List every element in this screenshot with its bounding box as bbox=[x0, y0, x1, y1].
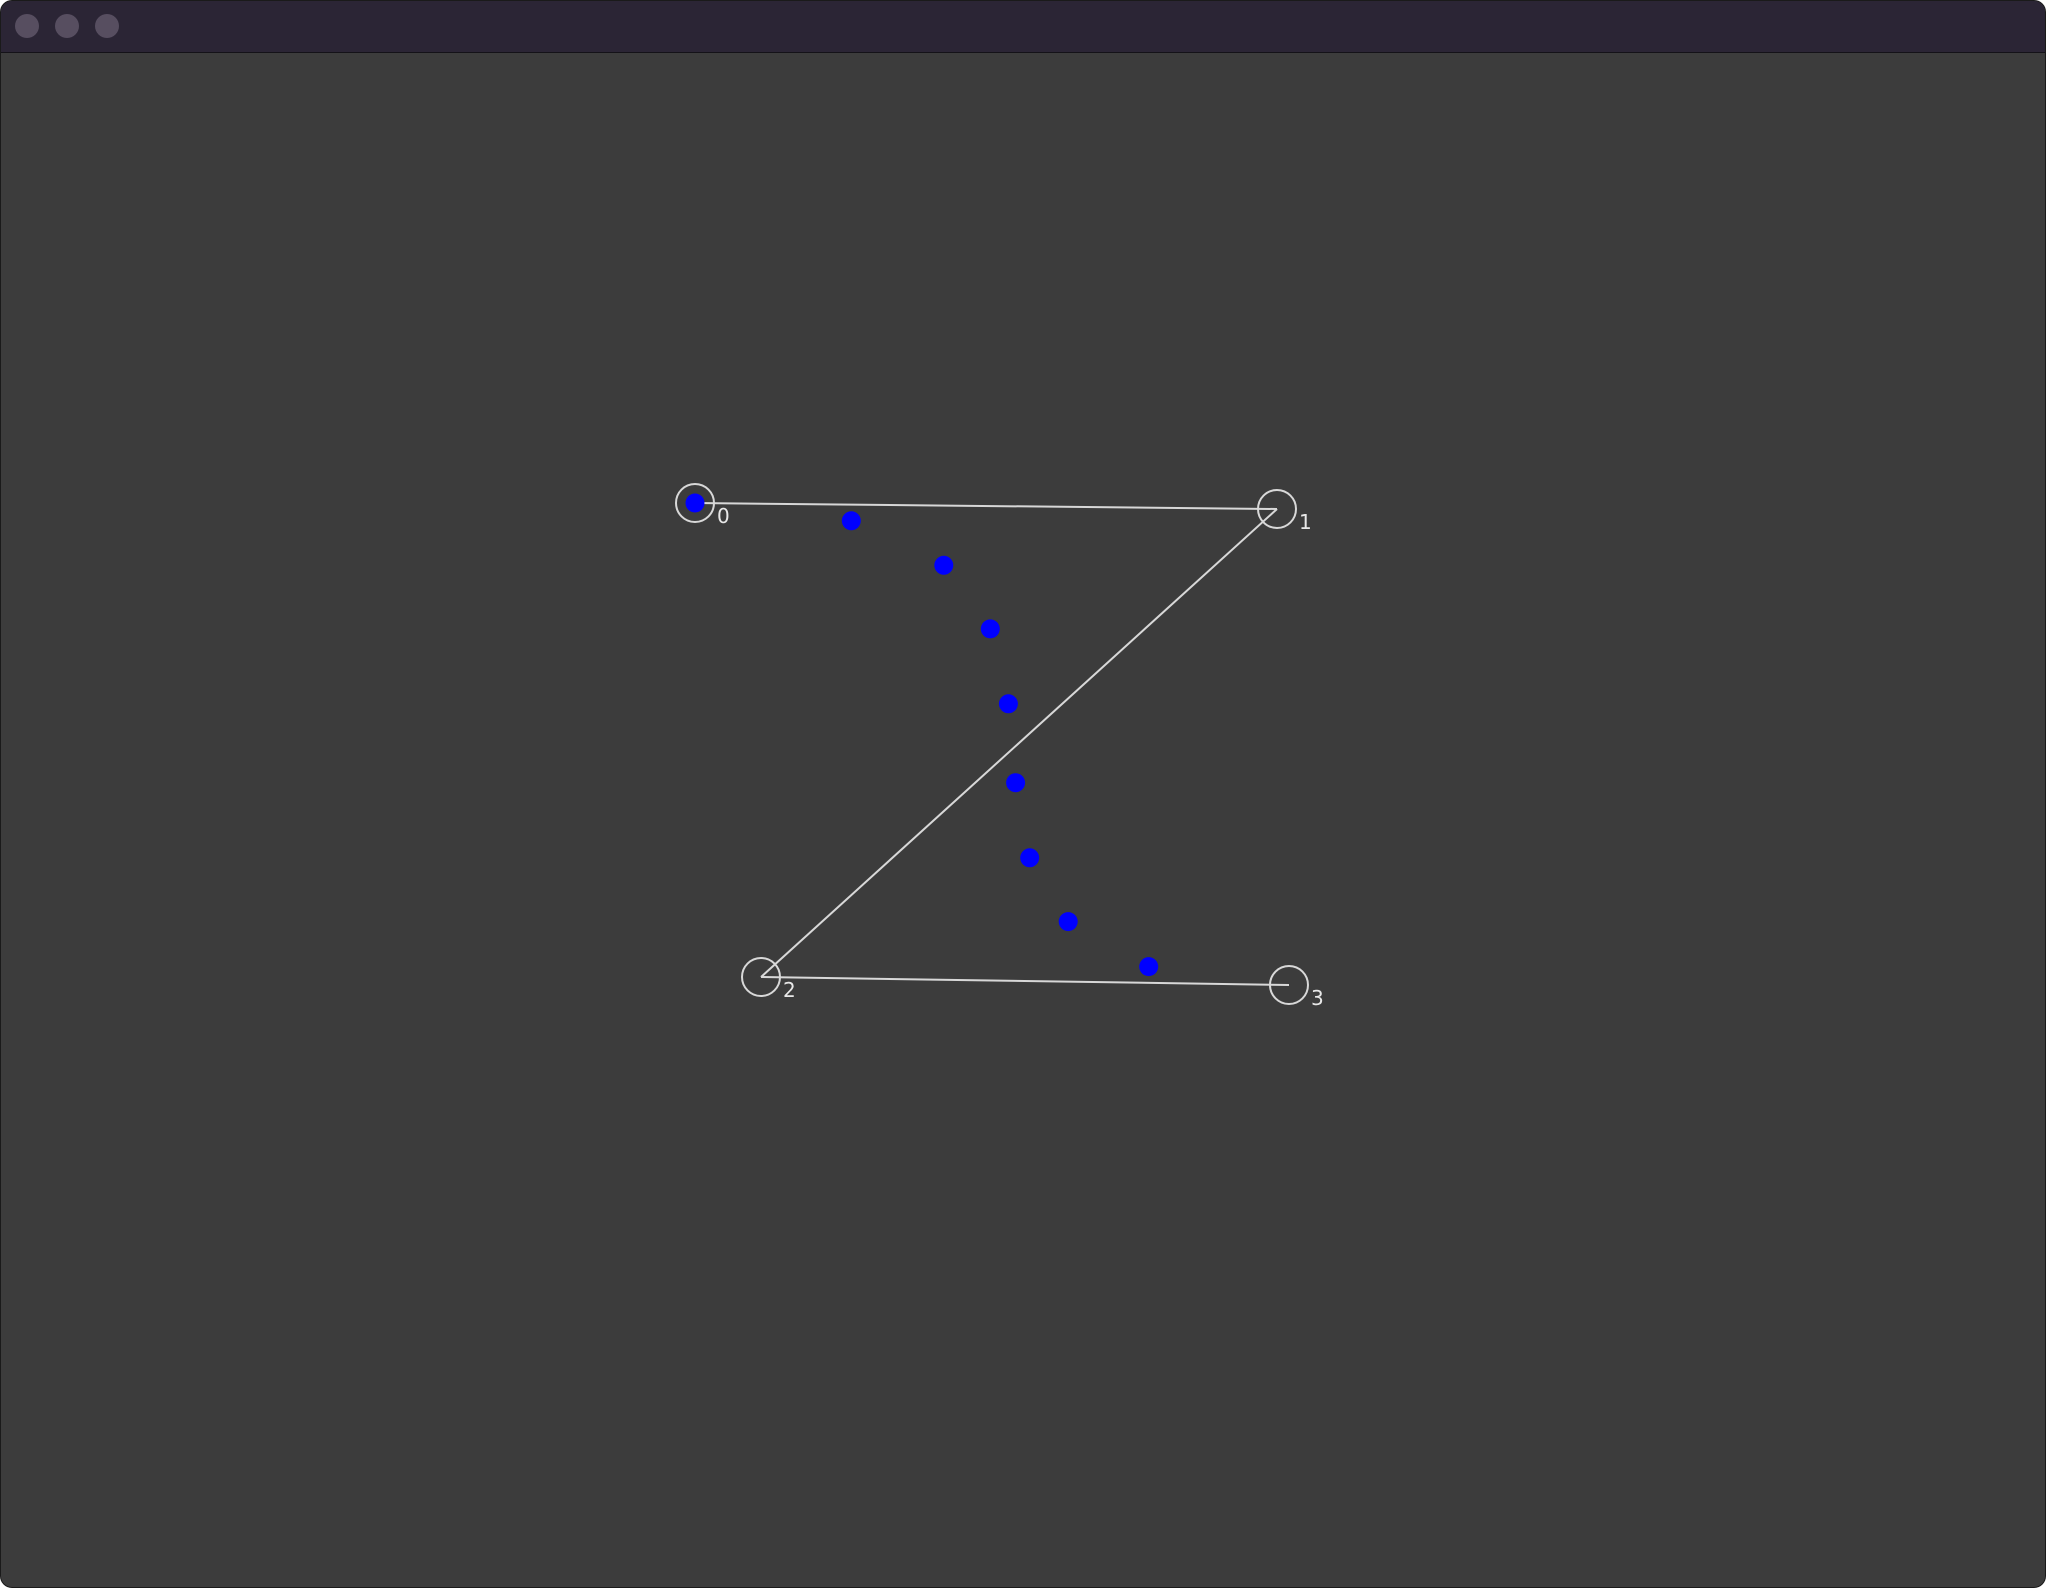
control-segment-2-3 bbox=[760, 976, 1290, 986]
curve-sample-point-8 bbox=[1139, 957, 1159, 977]
title-bar[interactable] bbox=[1, 1, 2045, 53]
curve-sample-point-2 bbox=[934, 555, 954, 575]
curve-sample-point-5 bbox=[1006, 773, 1026, 793]
control-point-0-handle[interactable] bbox=[675, 483, 715, 523]
zoom-button[interactable] bbox=[95, 14, 119, 38]
control-point-1-handle[interactable] bbox=[1257, 489, 1297, 529]
control-point-3-label: 3 bbox=[1311, 986, 1324, 1010]
curve-sample-point-1 bbox=[841, 511, 861, 531]
curve-sample-point-7 bbox=[1058, 912, 1078, 932]
curve-sample-points bbox=[685, 493, 1159, 977]
minimize-button[interactable] bbox=[55, 14, 79, 38]
curve-sample-point-6 bbox=[1020, 848, 1040, 868]
control-handles bbox=[675, 483, 1309, 1005]
control-point-0-label: 0 bbox=[717, 504, 730, 528]
close-button[interactable] bbox=[15, 14, 39, 38]
curve-sample-point-4 bbox=[998, 694, 1018, 714]
curve-sample-point-0 bbox=[685, 493, 705, 513]
control-polygon bbox=[694, 502, 1290, 986]
control-point-labels: 0 1 2 3 bbox=[717, 504, 1324, 1010]
control-point-2-label: 2 bbox=[783, 978, 796, 1002]
curve-sample-point-3 bbox=[980, 619, 1000, 639]
control-point-3-handle[interactable] bbox=[1269, 965, 1309, 1005]
control-segment-0-1 bbox=[694, 502, 1278, 510]
control-point-1-label: 1 bbox=[1299, 510, 1312, 534]
control-segment-1-2 bbox=[760, 508, 1278, 978]
control-point-2-handle[interactable] bbox=[741, 957, 781, 997]
